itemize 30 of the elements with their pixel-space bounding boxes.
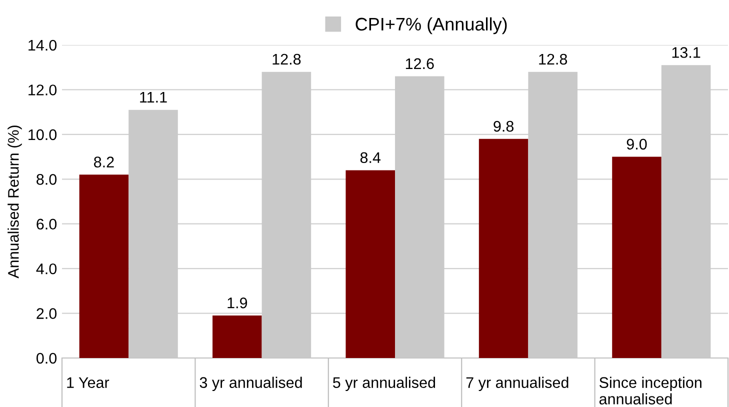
x-tick-label: 3 yr annualised <box>200 376 302 392</box>
data-label: 11.1 <box>140 92 167 102</box>
x-tick-label: 7 yr annualised <box>466 376 568 392</box>
data-label: 8.2 <box>94 156 114 168</box>
data-label: 1.9 <box>228 298 248 308</box>
x-tick-label: Since inception annualised <box>599 376 702 404</box>
x-tick-label: 1 Year <box>67 377 110 388</box>
y-tick-label: 12.0 <box>28 84 57 96</box>
bar <box>346 170 395 358</box>
bar <box>79 174 129 358</box>
y-tick-label: 4.0 <box>36 263 57 274</box>
bar <box>212 316 262 358</box>
bar <box>478 138 528 358</box>
data-label: 8.4 <box>360 152 381 164</box>
y-tick-label: 2.0 <box>36 308 57 319</box>
data-label: 12.6 <box>406 58 434 70</box>
y-tick-label: 10.0 <box>28 129 57 140</box>
legend-label: CPI+7% (Annually) <box>356 17 507 34</box>
data-label: 13.1 <box>672 47 700 58</box>
data-label: 9.8 <box>494 120 514 132</box>
y-tick-label: 0.0 <box>36 352 57 364</box>
data-label: 12.8 <box>272 54 301 65</box>
y-axis-title: Annualised Return (%) <box>8 126 22 278</box>
x-tick-label: 5 yr annualised <box>333 376 436 392</box>
bar <box>612 156 662 358</box>
y-tick-label: 14.0 <box>28 40 57 51</box>
y-tick-label: 8.0 <box>36 174 57 185</box>
y-tick-label: 6.0 <box>36 218 57 230</box>
data-label: 12.8 <box>539 54 568 65</box>
data-label: 9.0 <box>626 138 647 150</box>
